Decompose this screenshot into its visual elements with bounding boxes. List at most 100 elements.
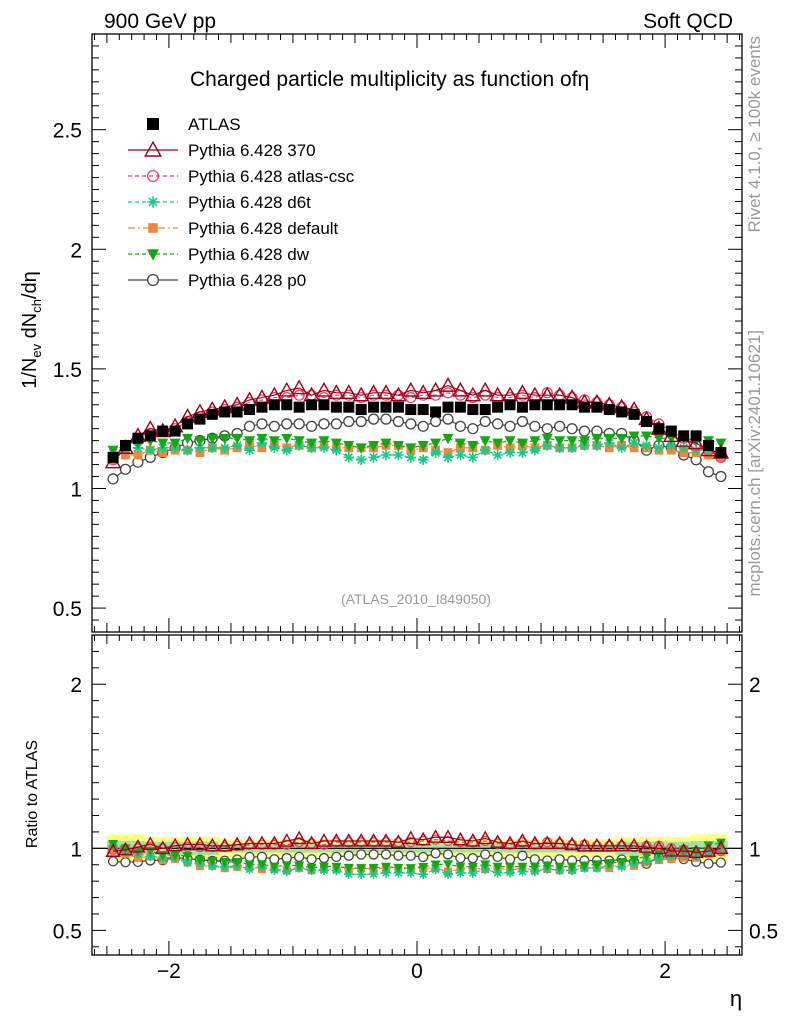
point-dw xyxy=(293,436,305,447)
point-d6t xyxy=(591,440,603,451)
point-d6t xyxy=(417,454,429,466)
ratio-line-d6t xyxy=(112,844,722,875)
point-p0 xyxy=(578,425,591,437)
point-d6t xyxy=(517,447,528,458)
point-default xyxy=(133,450,143,460)
point-d6t xyxy=(331,444,342,456)
ratio-point-dw xyxy=(194,855,205,866)
ratio-point-d6t xyxy=(381,868,391,878)
ratio-point-p0 xyxy=(120,857,131,868)
ratio-point-dw xyxy=(219,858,230,868)
point-d6t xyxy=(641,440,652,451)
point-p0 xyxy=(479,415,491,428)
ratio-point-p370 xyxy=(365,833,382,847)
ratio-point-d6t xyxy=(455,868,466,878)
ratio-point-dw xyxy=(256,860,267,870)
legend-item-dw: Pythia 6.428 dw xyxy=(128,245,310,264)
point-dw xyxy=(380,438,392,450)
ratio-point-p370 xyxy=(254,835,270,850)
point-p370 xyxy=(352,386,370,402)
point-dw xyxy=(616,433,628,445)
ratio-point-p370 xyxy=(415,831,431,846)
point-d6t xyxy=(182,444,193,456)
ratio-point-p370 xyxy=(142,836,159,850)
ratio-point-p370 xyxy=(105,843,121,857)
point-d6t xyxy=(442,452,454,463)
point-atlas xyxy=(554,399,566,411)
point-p0 xyxy=(330,418,342,430)
ratio-point-p0 xyxy=(281,852,292,864)
point-p370 xyxy=(414,384,432,399)
point-p0 xyxy=(355,415,367,428)
energy-label: 900 GeV pp xyxy=(104,10,216,33)
y-axis-label: 1/Nev dNch/dη xyxy=(19,271,44,389)
point-d6t xyxy=(529,444,541,456)
axis-tick-labels: −2 0 2 0.5 1 1.5 2 2.5 0.5 0.5 1 1 2 2 xyxy=(53,120,778,983)
ratio-point-p370 xyxy=(700,843,717,857)
ratio-point-d6t xyxy=(443,869,453,879)
point-p0 xyxy=(281,418,293,430)
point-p0 xyxy=(268,420,280,432)
point-p0 xyxy=(380,413,392,425)
ratio-point-p370 xyxy=(316,833,332,847)
ratio-point-p0 xyxy=(269,854,280,865)
chart-title: Charged particle multiplicity as functio… xyxy=(190,68,589,91)
point-dw xyxy=(306,438,318,450)
legend-item-p370: Pythia 6.428 370 xyxy=(128,140,316,160)
ratio-point-p0 xyxy=(554,854,565,865)
rivet-version-label: Rivet 4.1.0, ≥ 100k events xyxy=(745,36,764,232)
point-dw xyxy=(541,433,553,445)
point-atlas xyxy=(467,404,479,416)
point-dw xyxy=(640,431,652,442)
ratio-point-p0 xyxy=(480,849,491,860)
ratio-point-d6t xyxy=(182,857,193,868)
point-p0 xyxy=(554,420,566,432)
ratio-point-p370 xyxy=(626,837,642,852)
point-p370 xyxy=(427,381,444,397)
point-dw xyxy=(467,441,479,452)
point-atlas xyxy=(231,406,243,418)
ratio-point-dw xyxy=(517,862,528,873)
ratio-point-p370 xyxy=(155,840,171,855)
point-atlas xyxy=(144,430,156,442)
point-p370 xyxy=(514,384,531,399)
ratio-point-atlas_csc xyxy=(281,839,292,850)
ratio-point-dw xyxy=(455,862,466,873)
ratio-y-tick-label: 1 xyxy=(70,838,82,861)
point-dw xyxy=(194,436,206,447)
ratio-point-dw xyxy=(715,838,726,849)
point-dw xyxy=(578,436,590,447)
point-d6t xyxy=(393,449,404,461)
ratio-point-p370 xyxy=(341,833,357,847)
point-d6t xyxy=(480,444,491,456)
point-atlas xyxy=(330,401,342,413)
ratio-point-dw xyxy=(232,858,243,868)
ratio-point-p0 xyxy=(430,848,441,859)
ratio-point-p0 xyxy=(294,851,305,863)
point-atlas xyxy=(541,399,553,411)
point-dw xyxy=(591,433,603,445)
ratio-point-p370 xyxy=(303,835,320,850)
point-p0 xyxy=(702,466,715,478)
ratio-point-p370 xyxy=(514,833,531,847)
point-p370 xyxy=(390,386,407,402)
ratio-point-p370 xyxy=(328,833,345,847)
point-d6t xyxy=(281,444,292,456)
ratio-y-tick-label: 0.5 xyxy=(53,920,82,943)
point-p0 xyxy=(256,418,268,430)
point-d6t xyxy=(318,442,330,454)
point-p370 xyxy=(340,384,358,399)
point-atlas xyxy=(169,425,181,437)
ratio-series-p370 xyxy=(105,829,729,859)
point-p0 xyxy=(442,413,454,425)
ratio-point-p370 xyxy=(229,836,245,851)
ratio-y-tick-label: 2 xyxy=(70,674,82,697)
ratio-point-p0 xyxy=(715,857,727,868)
point-d6t xyxy=(145,444,156,456)
ratio-point-atlas_csc xyxy=(405,837,416,848)
ratio-point-d6t xyxy=(344,869,354,879)
point-dw xyxy=(281,433,293,445)
ratio-point-p370 xyxy=(613,837,630,852)
ratio-point-dw xyxy=(281,861,292,871)
point-dw xyxy=(244,436,256,447)
